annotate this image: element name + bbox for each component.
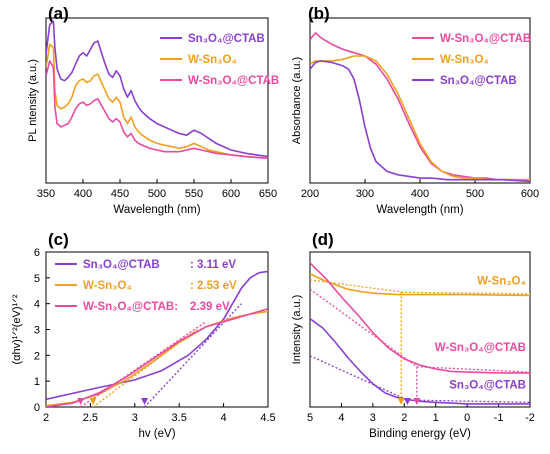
series-label-1: W-Sn₃O₄@CTAB [435, 342, 526, 354]
x-axis-label: Wavelength (nm) [113, 204, 200, 216]
x-axis-label: Wavelength (nm) [376, 204, 463, 216]
series-label-2: Sn₃O₄@CTAB [449, 379, 526, 391]
x-tick-label: 600 [222, 188, 240, 200]
panel-a-plot: 350 400 450 500 550 600 650 Wavelength (nm) PL n… [27, 17, 279, 216]
x-tick-label: 1 [433, 412, 439, 424]
x-tick-label: 2 [401, 412, 407, 424]
legend-value-2: 2.39 eV [190, 301, 230, 313]
vbm-marker-1 [413, 398, 421, 405]
x-axis-label: hv (eV) [138, 428, 175, 440]
legend-label-0: Sn₃O₄@CTAB [83, 259, 160, 271]
y-axis-label: (αhv)¹ᐟ²(eV)¹ᐟ² [11, 294, 23, 364]
y-axis-label: Intensity (a.u.) [291, 295, 303, 365]
bandgap-marker-0 [141, 398, 149, 405]
legend-label-0: Sn₃O₄@CTAB [188, 33, 265, 45]
y-axis-label: PL ntensity (a.u.) [27, 59, 39, 142]
legend-label-2: W-Sn₃O₄@CTAB [188, 75, 279, 87]
panel-label-d: (d) [312, 230, 334, 249]
y-tick-label: 1 [34, 376, 40, 388]
legend-label-1: W-Sn₃O₄ [83, 280, 132, 292]
series-line-1 [310, 262, 530, 374]
legend-label-2: W-Sn₃O₄@CTAB: [83, 301, 178, 313]
plot-frame [45, 251, 269, 408]
series-layer [46, 270, 268, 407]
x-tick-label: -1 [494, 412, 504, 424]
baseline-line-2 [407, 399, 530, 403]
x-tick-label: 350 [37, 188, 55, 200]
x-tick-label: 0 [464, 412, 470, 424]
x-tick-label: 3 [370, 412, 376, 424]
bandgap-marker-2 [77, 398, 85, 405]
series-layer [310, 32, 530, 183]
panel-d-plot: 5 4 3 2 1 0 -1 -2 Binding energy (eV) Intensity (… [291, 251, 535, 440]
x-tick-label: 2 [43, 412, 49, 424]
y-tick-label: 5 [34, 273, 40, 285]
series-line-0 [46, 270, 268, 401]
panel-b-plot: 200 300 400 500 600 Wavelength (nm) Absorbance… [291, 17, 539, 216]
x-tick-label: -2 [525, 412, 535, 424]
x-tick-label: 5 [307, 412, 313, 424]
y-axis-label: Absorbance (a.u.) [291, 57, 303, 144]
tangent-line-2 [310, 355, 408, 401]
y-tick-label: 0 [34, 402, 40, 414]
series-line-2 [46, 60, 268, 160]
y-tick-label: 2 [34, 350, 40, 362]
panel-c-plot: 2 2.5 3 3.5 4 4.5 0 1 2 3 4 5 6 hv (eV) (αhv)¹ᐟ²(eV)¹ᐟ… [11, 247, 276, 440]
x-tick-label: 500 [148, 188, 166, 200]
tangent-line-1 [92, 328, 198, 407]
vbm-marker-0 [397, 398, 405, 405]
plot-frame [309, 251, 531, 408]
vbm-marker-2 [403, 398, 411, 405]
y-tick-label: 6 [34, 247, 40, 259]
legend-value-0: : 3.11 eV [190, 259, 236, 271]
x-tick-label: 2.5 [83, 412, 98, 424]
baseline-line-0 [401, 291, 530, 295]
x-tick-label: 3.5 [172, 412, 187, 424]
series-line-2 [310, 60, 530, 183]
series-layer [46, 20, 268, 160]
series-line-0 [310, 272, 530, 297]
series-line-0 [46, 20, 268, 158]
x-tick-label: 200 [301, 188, 319, 200]
legend-label-1: W-Sn₃O₄ [440, 54, 489, 66]
x-tick-label: 600 [521, 188, 539, 200]
series-line-2 [310, 317, 530, 405]
x-tick-label: 500 [466, 188, 484, 200]
y-tick-label: 4 [34, 299, 40, 311]
baseline-line-1 [416, 366, 530, 373]
x-tick-label: 400 [74, 188, 92, 200]
x-tick-label: 550 [185, 188, 203, 200]
x-tick-label: 300 [356, 188, 374, 200]
panel-label-c: (c) [48, 230, 69, 249]
x-tick-label: 400 [411, 188, 429, 200]
y-tick-label: 3 [34, 325, 40, 337]
x-tick-label: 4.5 [260, 412, 275, 424]
x-axis-label: Binding energy (eV) [369, 428, 471, 440]
bandgap-marker-1 [89, 398, 97, 405]
panel-label-a: (a) [48, 4, 69, 23]
legend-label-2: Sn₃O₄@CTAB [440, 75, 517, 87]
x-tick-label: 650 [259, 188, 277, 200]
legend-label-0: W-Sn₃O₄@CTAB [440, 33, 531, 45]
series-line-1 [46, 43, 268, 160]
series-label-0: W-Sn₃O₄ [477, 276, 526, 288]
x-tick-label: 4 [338, 412, 344, 424]
tangent-line-2 [80, 321, 207, 407]
legend-value-1: : 2.53 eV [190, 280, 237, 292]
x-tick-label: 4 [221, 412, 227, 424]
series-line-0 [310, 32, 530, 181]
panel-label-b: (b) [308, 4, 330, 23]
legend-label-1: W-Sn₃O₄ [188, 54, 237, 66]
x-tick-label: 450 [111, 188, 129, 200]
series-layer [310, 262, 530, 405]
x-tick-label: 3 [132, 412, 138, 424]
series-line-2 [46, 308, 268, 407]
